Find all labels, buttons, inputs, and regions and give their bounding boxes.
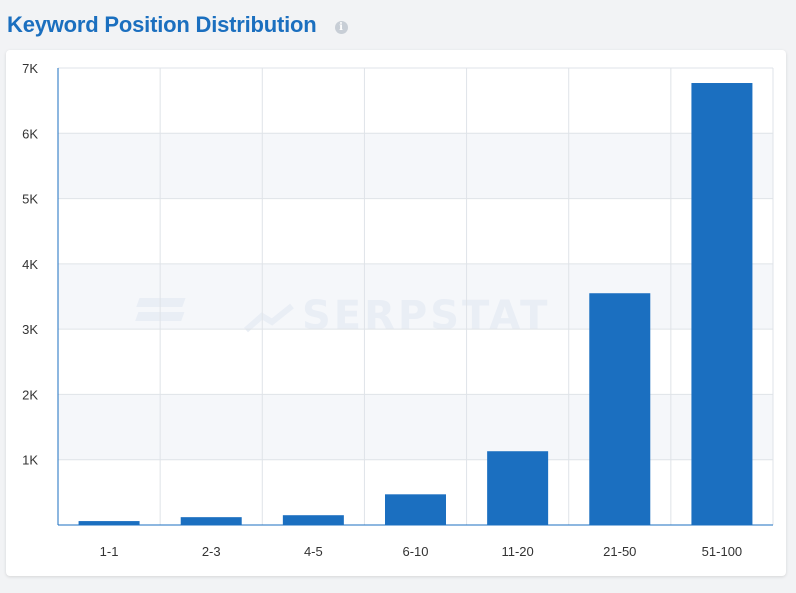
x-tick-label: 2-3 xyxy=(202,544,221,559)
bar-6-10 xyxy=(385,494,446,525)
watermark-text: SERPSTAT xyxy=(302,293,550,339)
y-tick-label: 1K xyxy=(22,453,38,468)
x-tick-label: 21-50 xyxy=(603,544,636,559)
bar-51-100 xyxy=(691,83,753,525)
plot-band xyxy=(58,133,773,199)
bar-1-1 xyxy=(78,521,140,525)
y-tick-label: 2K xyxy=(22,387,38,402)
y-tick-label: 4K xyxy=(22,257,38,272)
x-tick-label: 4-5 xyxy=(304,544,323,559)
plot-bands xyxy=(58,133,773,460)
chart-title: Keyword Position Distribution xyxy=(7,12,317,37)
x-tick-label: 1-1 xyxy=(100,544,119,559)
info-icon[interactable]: i xyxy=(334,20,348,34)
grid-lines xyxy=(58,67,774,525)
bar-2-3 xyxy=(180,517,242,525)
y-tick-label: 3K xyxy=(22,322,38,337)
chart-header: Keyword Position Distribution i xyxy=(7,8,348,42)
x-tick-label: 51-100 xyxy=(702,544,742,559)
bar-11-20 xyxy=(487,451,549,525)
serpstat-watermark: SERPSTAT xyxy=(135,293,550,339)
x-tick-label: 6-10 xyxy=(402,544,428,559)
bars xyxy=(78,83,753,525)
bar-21-50 xyxy=(589,293,651,525)
bar-4-5 xyxy=(282,515,344,525)
x-tick-label: 11-20 xyxy=(501,544,533,559)
axes xyxy=(57,68,773,526)
y-tick-label: 6K xyxy=(22,126,38,141)
y-tick-labels: 1K 2K 3K 4K 5K 6K 7K xyxy=(22,61,38,468)
y-tick-label: 5K xyxy=(22,192,38,207)
x-tick-labels: 1-1 2-3 4-5 6-10 11-20 21-50 51-100 xyxy=(100,544,742,559)
y-tick-label: 7K xyxy=(22,61,38,76)
plot-band xyxy=(58,394,773,460)
